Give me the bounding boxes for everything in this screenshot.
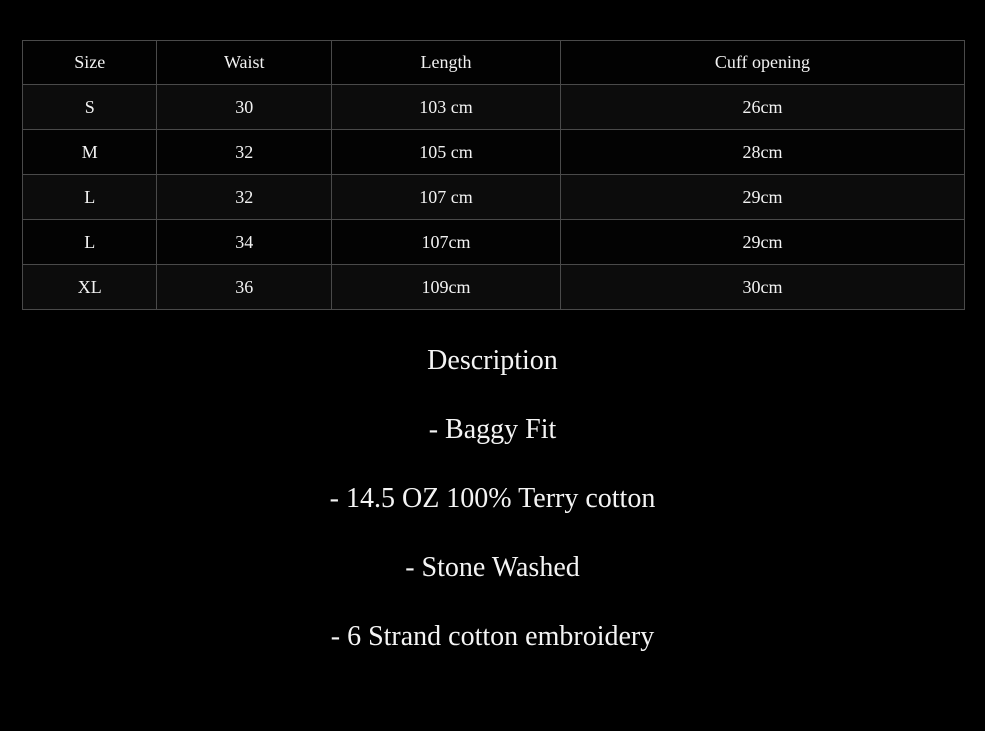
cell-size: S [21, 84, 158, 130]
table-row: L 34 107cm 29cm [21, 219, 966, 265]
cell-length: 105 cm [330, 129, 561, 175]
cell-cuff-opening: 29cm [559, 219, 966, 265]
cell-length: 107cm [330, 219, 561, 265]
header-cuff-opening: Cuff opening [559, 40, 966, 85]
description-item: - 6 Strand cotton embroidery [330, 621, 655, 652]
cell-waist: 32 [156, 129, 332, 175]
cell-length: 107 cm [330, 174, 561, 220]
cell-size: M [21, 129, 158, 175]
header-length: Length [330, 40, 561, 85]
cell-waist: 36 [156, 264, 332, 310]
cell-size: L [21, 219, 158, 265]
size-chart-table: Size Waist Length Cuff opening S 30 103 cm… [21, 40, 966, 310]
header-waist: Waist [156, 40, 332, 85]
table-header-row: Size Waist Length Cuff opening [21, 40, 966, 85]
description-title: Description [427, 345, 558, 376]
cell-cuff-opening: 30cm [559, 264, 966, 310]
cell-cuff-opening: 29cm [559, 174, 966, 220]
cell-length: 109cm [330, 264, 561, 310]
description-item: - Stone Washed [405, 552, 580, 583]
table-row: XL 36 109cm 30cm [21, 264, 966, 310]
description-item: - Baggy Fit [428, 414, 557, 445]
header-size: Size [21, 40, 158, 85]
cell-cuff-opening: 28cm [559, 129, 966, 175]
cell-length: 103 cm [330, 84, 561, 130]
cell-waist: 32 [156, 174, 332, 220]
cell-size: L [21, 174, 158, 220]
cell-size: XL [21, 264, 158, 310]
table-row: S 30 103 cm 26cm [21, 84, 966, 130]
cell-waist: 30 [156, 84, 332, 130]
table-row: L 32 107 cm 29cm [21, 174, 966, 220]
description-item: - 14.5 OZ 100% Terry cotton [329, 483, 656, 514]
table-row: M 32 105 cm 28cm [21, 129, 966, 175]
cell-waist: 34 [156, 219, 332, 265]
cell-cuff-opening: 26cm [559, 84, 966, 130]
